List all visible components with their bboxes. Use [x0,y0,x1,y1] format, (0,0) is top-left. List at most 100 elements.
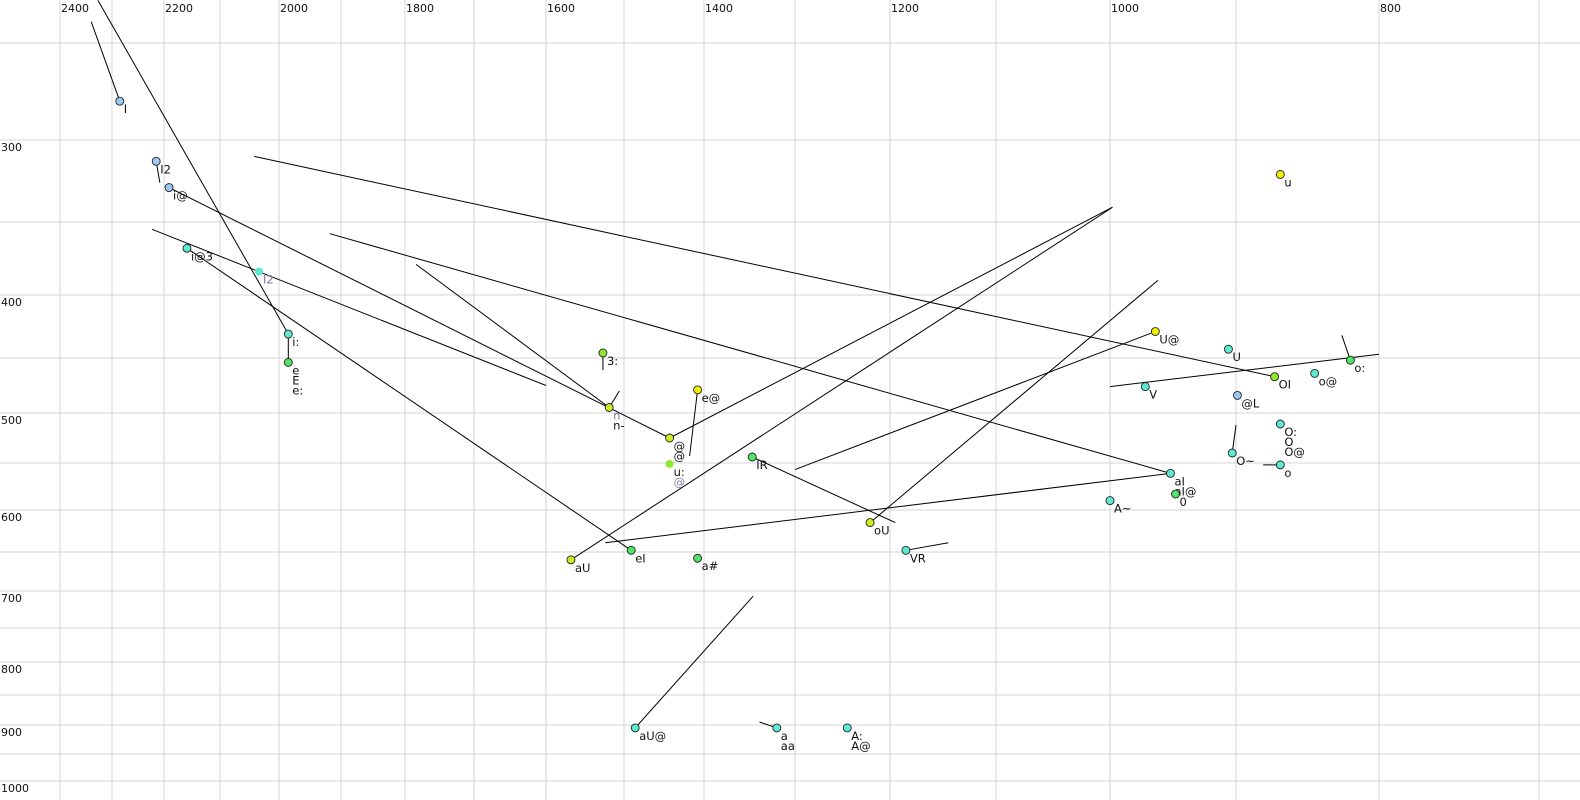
trajectory-line [151,228,547,386]
vowel-point: I2 [151,156,171,176]
point-marker [772,723,782,733]
point-marker [1223,344,1233,354]
point-label: aU [575,561,590,575]
x-tick-label: 1400 [705,2,733,15]
y-tick-label: 1000 [1,782,29,795]
vowel-point: oU [865,518,890,538]
point-marker [151,156,161,166]
point-label: n- [613,419,624,433]
point-label: A~ [1114,502,1132,516]
point-label: O: [1284,425,1297,439]
vowel-point: U [1223,344,1241,364]
trajectory-lines [90,0,1380,729]
vowel-point: A:A@ [842,723,871,753]
x-tick-label: 1000 [1111,2,1139,15]
point-label: aU@ [639,729,666,743]
point-marker [1275,169,1285,179]
x-tick-label: 1600 [547,2,575,15]
point-marker [665,459,674,468]
x-tick-label: 2200 [165,2,193,15]
point-marker [598,348,608,358]
trajectory-line [254,155,1275,378]
point-label: 3: [607,354,618,368]
point-label: i@ [173,189,188,203]
y-axis-ticks: 300 400 500 600 700 800 900 1000 [1,141,29,795]
point-label: a [781,729,788,743]
y-tick-label: 800 [1,663,22,676]
trajectory-line [186,247,632,551]
point-label: VR [910,551,926,565]
vowel-point: 3: [598,348,618,368]
point-marker [1150,327,1160,336]
point-label: a# [702,559,719,573]
point-label: A: [851,729,863,743]
point-marker [626,545,636,555]
point-marker [1232,390,1242,400]
point-marker [1345,355,1355,365]
point-label: I2 [160,162,171,176]
point-marker [665,433,675,443]
x-tick-label: 2000 [280,2,308,15]
point-label: aa [781,739,795,753]
vowel-point: @L [1232,390,1260,410]
trajectory-line [869,280,1159,523]
x-tick-label: 1200 [891,2,919,15]
trajectory-line [329,233,1171,474]
y-tick-label: 900 [1,726,22,739]
point-label: i: [292,335,299,349]
vowel-point: @@ [665,433,685,463]
point-marker [1275,460,1285,470]
trajectory-line [905,542,949,551]
point-label: V [1149,388,1157,402]
trajectory-line [415,263,610,408]
point-label: O [1284,435,1293,449]
trajectory-line [605,472,1171,544]
point-marker [566,555,576,565]
point-marker [630,723,640,733]
point-label: U@ [1159,333,1179,347]
trajectory-line [669,206,1113,439]
point-marker [693,553,703,563]
point-marker [901,545,911,555]
point-marker [604,403,614,412]
vowel-point: eEe: [283,357,303,397]
vowel-point: nn- [604,403,625,433]
trajectory-line [97,0,289,335]
x-axis-ticks: 2400 2200 2000 1800 1600 1400 1200 1000 800 [61,2,1401,15]
point-marker [1227,448,1237,458]
point-label: e: [292,383,303,397]
trajectory-line [90,21,121,102]
point-label: e [292,363,299,377]
point-label: o@ [1319,374,1338,388]
vowel-point: OI [1270,372,1291,392]
point-marker [254,267,263,276]
point-label: u: [674,465,685,479]
vowel-point: i@3 [182,243,213,263]
point-marker [842,723,852,733]
point-marker [1166,468,1175,478]
point-label: aI [1174,474,1184,488]
point-label: n [613,409,620,423]
y-tick-label: 700 [1,592,22,605]
point-marker [283,329,293,339]
point-marker [865,518,875,528]
vowel-point: o@ [1310,368,1338,388]
point-marker [1171,489,1180,499]
point-label: o: [1354,361,1365,375]
point-label: @L [1241,396,1260,410]
y-tick-label: 500 [1,414,22,427]
vowel-point: I2 [254,267,274,287]
point-label: o [1284,466,1291,480]
trajectory-line [168,187,670,439]
point-label: @ [674,475,686,489]
vowel-point: o [1275,460,1291,480]
x-tick-label: 800 [1380,2,1401,15]
point-marker [693,385,703,395]
vowel-point: e@ [693,385,720,405]
x-tick-label: 2400 [61,2,89,15]
vowel-point: A~ [1105,496,1132,516]
trajectory-line [752,456,896,524]
